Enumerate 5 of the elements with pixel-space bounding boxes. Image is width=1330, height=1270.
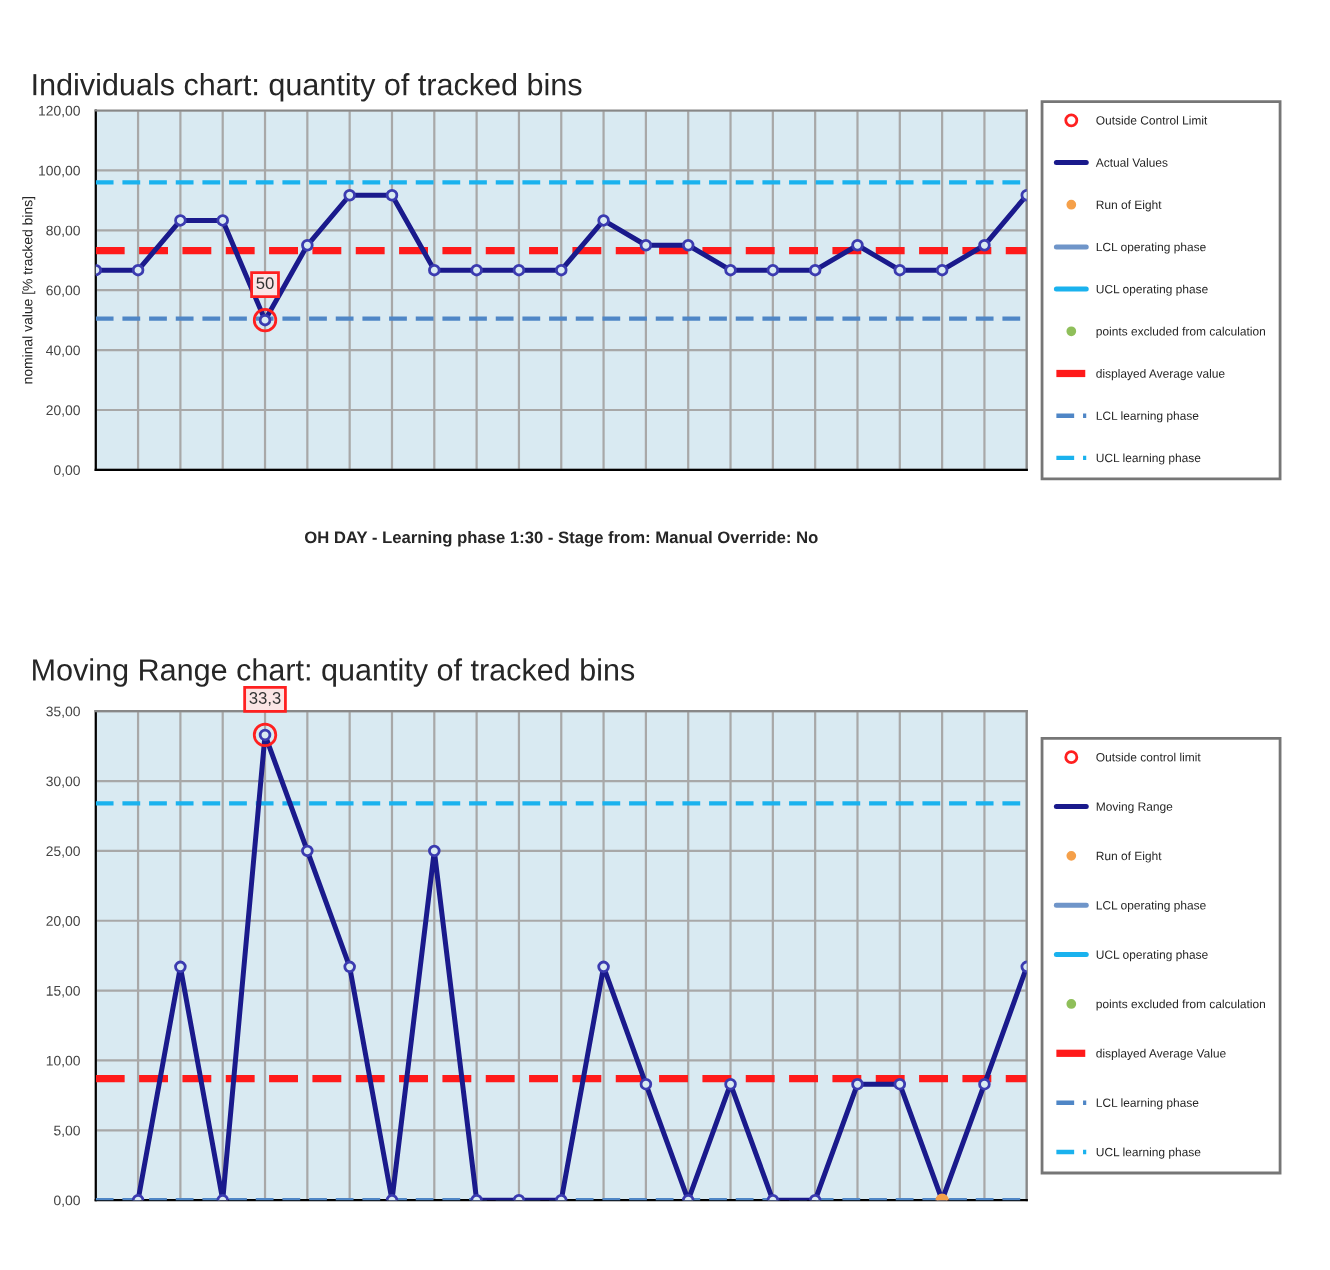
chart-title: Individuals chart: quantity of tracked bins: [33, 73, 582, 102]
x-axis-title: OH DAY - Learning phase 1:30 - Stage from: Manual Override: No: [304, 531, 818, 547]
data-label: 50: [256, 277, 274, 290]
data-label: 33,3: [249, 692, 281, 706]
chart-title: Moving Range chart: quantity of tracked bins: [33, 658, 635, 687]
